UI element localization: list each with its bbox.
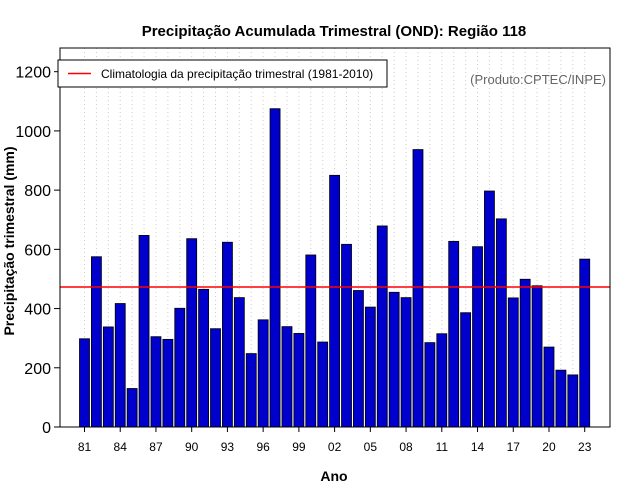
x-tick-label-96: 96 <box>256 440 270 454</box>
x-tick-label-23: 23 <box>578 440 592 454</box>
bar-2023 <box>579 258 591 428</box>
bars <box>79 108 591 428</box>
y-tick-label-0: 0 <box>42 420 51 437</box>
y-tick-label-1000: 1000 <box>15 124 51 141</box>
y-tick-label-1200: 1200 <box>15 65 51 82</box>
y-tick-label-600: 600 <box>24 242 51 259</box>
x-tick-label-90: 90 <box>185 440 199 454</box>
bar-2000 <box>305 254 317 428</box>
bar-2012 <box>448 240 460 428</box>
x-tick-label-17: 17 <box>507 440 521 454</box>
bar-2020 <box>543 346 555 428</box>
bar-2017 <box>507 297 519 428</box>
y-tick-label-200: 200 <box>24 361 51 378</box>
bar-1990 <box>186 238 198 428</box>
bar-1991 <box>198 288 210 428</box>
bar-1982 <box>91 256 102 428</box>
bar-2011 <box>436 333 448 428</box>
y-tick-label-800: 800 <box>24 183 51 200</box>
x-tick-label-81: 81 <box>78 440 92 454</box>
y-axis-title: Precipitação trimestral (mm) <box>1 146 17 335</box>
bar-2018 <box>519 278 531 428</box>
legend: Climatologia da precipitação trimestral … <box>57 59 388 88</box>
y-axis: 0 200 400 600 800 1000 1200 <box>15 65 60 437</box>
x-tick-label-93: 93 <box>221 440 235 454</box>
x-tick-label-11: 11 <box>436 440 449 454</box>
x-tick-label-99: 99 <box>292 440 306 454</box>
x-tick-label-14: 14 <box>471 440 485 454</box>
bar-2003 <box>341 243 352 428</box>
x-tick-label-08: 08 <box>399 440 413 454</box>
x-tick-label-84: 84 <box>114 440 128 454</box>
bar-2009 <box>412 149 424 428</box>
bar-1983 <box>102 326 114 428</box>
bar-1988 <box>162 338 174 428</box>
bar-2004 <box>353 290 364 428</box>
x-tick-label-20: 20 <box>542 440 556 454</box>
x-axis: 81 84 87 90 93 96 99 02 05 08 11 14 17 20 23 <box>78 427 592 454</box>
bar-2022 <box>567 374 579 428</box>
bar-1986 <box>138 235 150 428</box>
bar-1999 <box>293 333 305 428</box>
legend-label: Climatologia da precipitação trimestral … <box>101 67 373 81</box>
bar-1995 <box>245 353 257 428</box>
bar-1996 <box>257 319 269 428</box>
bar-2021 <box>555 369 567 428</box>
bar-2006 <box>376 225 388 428</box>
bar-2005 <box>364 306 376 428</box>
product-credit: (Produto:CPTEC/INPE) <box>470 72 606 87</box>
bar-2010 <box>424 342 436 428</box>
bar-2008 <box>400 297 412 428</box>
x-tick-label-05: 05 <box>364 440 378 454</box>
bar-1992 <box>210 328 221 428</box>
legend-box <box>57 59 388 88</box>
bar-1998 <box>281 326 293 428</box>
bar-1987 <box>150 336 162 428</box>
bar-2013 <box>460 312 472 428</box>
bar-2007 <box>388 291 400 428</box>
y-tick-label-400: 400 <box>24 302 51 319</box>
bar-1997 <box>269 108 281 428</box>
bar-2019 <box>531 285 543 428</box>
bar-2001 <box>317 341 329 428</box>
x-axis-title: Ano <box>320 468 347 484</box>
bar-1981 <box>79 338 90 428</box>
x-tick-label-02: 02 <box>328 440 342 454</box>
bar-2014 <box>472 246 483 428</box>
bar-1984 <box>114 303 126 428</box>
bar-2002 <box>329 174 341 428</box>
bar-1989 <box>174 307 186 428</box>
bar-1993 <box>222 241 233 428</box>
x-tick-label-87: 87 <box>149 440 163 454</box>
chart-title: Precipitação Acumulada Trimestral (OND):… <box>142 23 527 40</box>
bar-2016 <box>495 218 507 428</box>
bar-2015 <box>484 190 495 428</box>
bar-1985 <box>126 388 138 428</box>
bar-1994 <box>233 297 245 428</box>
